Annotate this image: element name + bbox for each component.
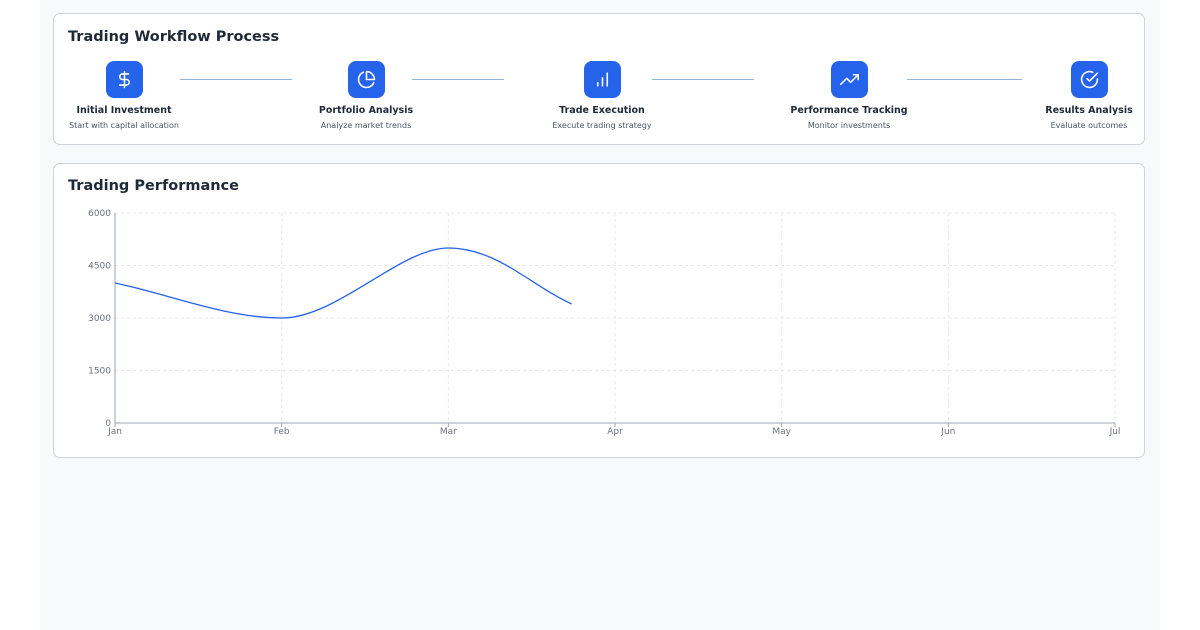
step-title: Performance Tracking [790,105,908,116]
x-tick-label: Feb [274,427,290,437]
step-description: Analyze market trends [320,121,412,130]
workflow-connector [180,79,292,80]
y-tick-label: 1500 [88,367,111,377]
bar-chart-icon [583,61,621,98]
check-circle-icon [1070,61,1108,98]
step-title: Portfolio Analysis [318,105,414,116]
x-tick-label: May [772,427,791,437]
dollar-icon [105,61,143,98]
y-tick-label: 3000 [88,314,111,324]
x-tick-label: Jul [1109,427,1121,437]
step-description: Execute trading strategy [552,121,652,130]
workflow-step-results-analysis: Results Analysis Evaluate outcomes [999,61,1179,130]
step-title: Initial Investment [76,105,172,116]
workflow-connector [907,79,1022,80]
x-tick-label: Jan [107,427,122,437]
y-tick-label: 4500 [88,262,111,272]
step-title: Trade Execution [559,105,645,116]
y-tick-label: 6000 [88,209,111,219]
performance-title: Trading Performance [68,178,240,194]
workflow-step-initial-investment: Initial Investment Start with capital al… [34,61,214,130]
x-tick-label: Jun [940,427,955,437]
performance-card: Trading Performance 0 1500 3000 4500 6000 Jan… [53,163,1145,458]
trending-up-icon [830,61,868,98]
step-description: Evaluate outcomes [1050,121,1128,130]
workflow-connector [412,79,504,80]
pie-chart-icon [347,61,385,98]
step-description: Start with capital allocation [69,121,179,130]
performance-series-line [114,247,572,319]
workflow-step-trade-execution: Trade Execution Execute trading strategy [512,61,692,130]
workflow-card: Trading Workflow Process Initial Investm… [53,13,1145,145]
step-description: Monitor investments [807,121,891,130]
x-tick-label: Apr [607,427,623,437]
y-tick-label: 0 [105,419,111,429]
workflow-step-portfolio-analysis: Portfolio Analysis Analyze market trends [276,61,456,130]
workflow-step-performance-tracking: Performance Tracking Monitor investments [759,61,939,130]
workflow-connector [652,79,754,80]
x-tick-label: Mar [440,427,457,437]
workflow-title: Trading Workflow Process [68,29,280,45]
performance-line-chart: 0 1500 3000 4500 6000 Jan Feb Mar Apr May Jun Jul [88,209,1121,437]
step-title: Results Analysis [1045,105,1133,116]
